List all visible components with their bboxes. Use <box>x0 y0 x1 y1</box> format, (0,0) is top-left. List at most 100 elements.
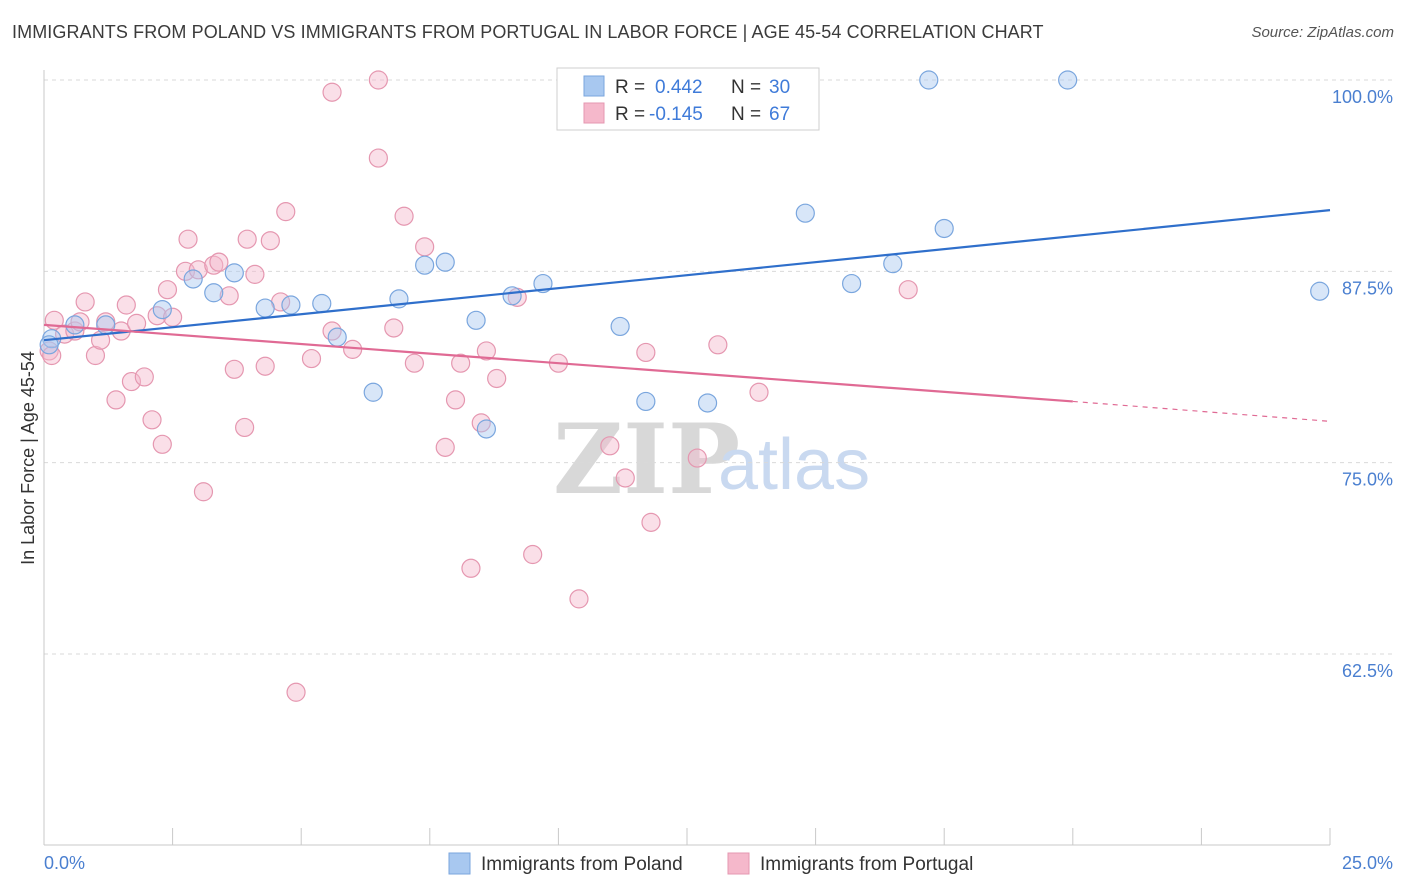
portugal-point <box>641 512 661 532</box>
portugal-point <box>523 544 543 565</box>
portugal-point <box>152 434 172 454</box>
portugal-point <box>487 368 507 389</box>
poland-point <box>466 310 486 330</box>
portugal-point <box>237 229 257 249</box>
poland-point <box>255 298 275 318</box>
poland-point <box>435 252 455 272</box>
poland-point <box>1058 70 1078 90</box>
portugal-point <box>134 367 154 387</box>
legend-n-value-portugal: 67 <box>769 104 790 125</box>
y-tick-label: 87.5% <box>1342 278 1393 298</box>
trend-lines <box>43 209 1331 422</box>
portugal-point <box>600 436 620 456</box>
poland-point <box>224 263 244 283</box>
poland-point <box>152 300 172 320</box>
portugal-point <box>471 413 491 433</box>
series-legend: Immigrants from Poland Immigrants from P… <box>448 852 973 875</box>
bottom-legend-swatch-poland <box>448 852 471 875</box>
gridlines <box>44 79 1393 655</box>
portugal-point <box>255 356 275 376</box>
poland-point <box>204 283 224 303</box>
portugal-point <box>245 264 265 284</box>
bottom-legend-label-poland: Immigrants from Poland <box>481 854 683 875</box>
poland-point <box>281 295 301 315</box>
poland-point <box>697 393 718 413</box>
poland-point <box>934 218 954 239</box>
poland-point <box>312 293 332 314</box>
portugal-point <box>286 682 306 702</box>
portugal-point <box>157 280 178 300</box>
portugal-point <box>260 231 280 251</box>
portugal-point <box>106 390 126 410</box>
portugal-point <box>476 341 496 361</box>
portugal-point <box>142 410 162 430</box>
poland-point <box>502 286 522 306</box>
legend-n-value-poland: 30 <box>769 77 790 98</box>
poland-point <box>96 315 116 335</box>
portugal-point <box>121 371 142 392</box>
legend-r-value-poland: 0.442 <box>655 77 703 98</box>
poland-point <box>476 419 496 439</box>
portugal-point <box>898 280 918 300</box>
poland-point <box>183 269 203 289</box>
x-tick-label-max: 25.0% <box>1342 853 1393 873</box>
portugal-point <box>708 335 728 355</box>
portugal-point <box>394 206 414 226</box>
portugal-point <box>451 353 471 373</box>
portugal-point <box>368 70 388 90</box>
legend-n-label-portugal: N = <box>731 104 761 125</box>
portugal-point <box>749 382 769 402</box>
portugal-points <box>39 70 918 702</box>
y-tick-label: 100.0% <box>1332 87 1393 107</box>
portugal-point <box>461 558 481 578</box>
y-axis-label: In Labor Force | Age 45-54 <box>18 351 38 565</box>
bottom-legend-label-portugal: Immigrants from Portugal <box>760 854 973 875</box>
portugal-point <box>569 589 589 609</box>
portugal-point <box>188 260 208 280</box>
portugal-point <box>178 229 198 249</box>
poland-point <box>636 391 656 412</box>
portugal-point <box>224 359 244 379</box>
portugal-point <box>147 306 167 326</box>
portugal-point <box>322 321 342 341</box>
poland-point <box>610 316 630 337</box>
source-credit: Source: ZipAtlas.com <box>1251 24 1394 41</box>
portugal-point <box>384 318 404 338</box>
portugal-point <box>368 148 388 168</box>
poland-point <box>795 203 815 223</box>
legend-r-label-portugal: R = <box>615 104 645 125</box>
portugal-point <box>116 295 136 315</box>
legend-swatch-poland <box>583 75 605 97</box>
portugal-point <box>687 448 707 468</box>
watermark-zip: ZIP <box>553 403 740 516</box>
portugal-point <box>219 286 239 306</box>
chart-title: IMMIGRANTS FROM POLAND VS IMMIGRANTS FRO… <box>12 22 1044 42</box>
portugal-point <box>193 482 214 502</box>
portugal-point <box>209 252 229 272</box>
portugal-point <box>404 353 424 373</box>
poland-point <box>363 382 383 402</box>
portugal-point <box>75 292 95 312</box>
portugal-point <box>435 437 455 457</box>
y-tick-label: 75.0% <box>1342 470 1393 490</box>
portugal-point <box>276 202 296 222</box>
poland-point <box>327 327 347 347</box>
portugal-point <box>615 468 635 488</box>
legend-n-label-poland: N = <box>731 77 761 98</box>
legend-r-label-poland: R = <box>615 77 645 98</box>
portugal-point <box>415 237 435 257</box>
poland-point <box>1310 281 1330 301</box>
portugal-point <box>322 82 342 102</box>
portugal-trend-line <box>43 323 1073 403</box>
bottom-legend-swatch-portugal <box>727 852 750 875</box>
portugal-point <box>204 255 224 275</box>
stats-legend: R = 0.442 N = 30 R = -0.145 N = 67 <box>556 67 820 131</box>
y-tick-label: 62.5% <box>1342 661 1393 681</box>
x-tick-label-min: 0.0% <box>44 853 85 873</box>
portugal-point <box>235 417 255 438</box>
portugal-trend-extension <box>1072 400 1331 422</box>
portugal-point <box>445 390 466 410</box>
y-tick-labels: 62.5% 75.0% 87.5% 100.0% <box>1332 87 1393 681</box>
watermark-atlas: atlas <box>718 425 870 505</box>
poland-point <box>533 273 553 294</box>
